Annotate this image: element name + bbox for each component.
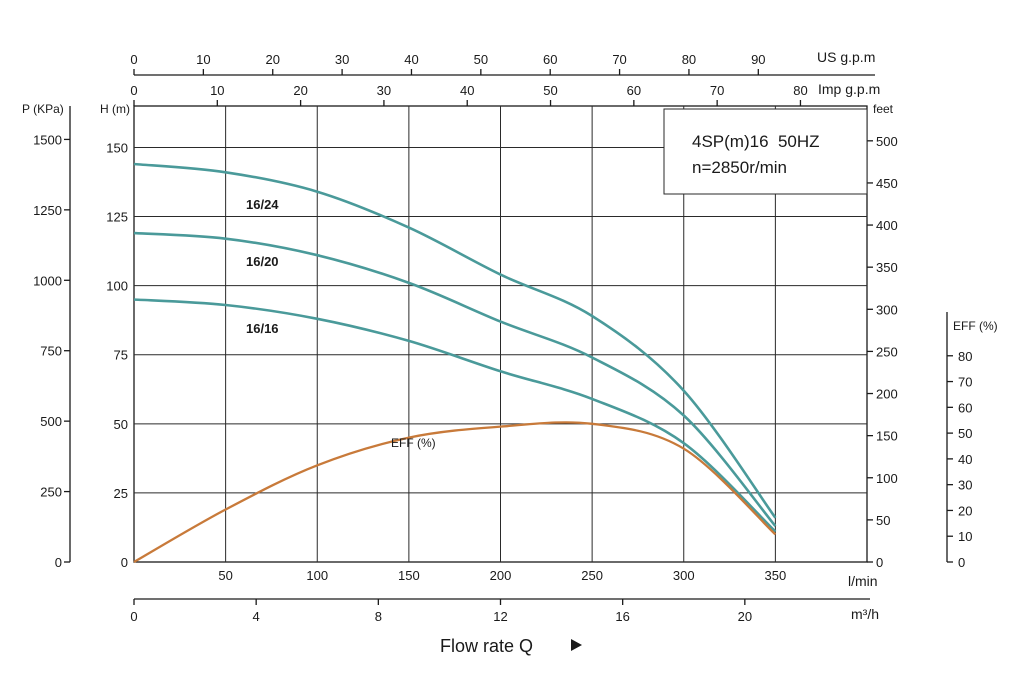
feet-tick-label: 200 <box>876 387 898 402</box>
m3h-tick-label: 8 <box>375 609 382 624</box>
series-label-bg <box>243 320 289 337</box>
head-tick-label: 125 <box>106 210 128 225</box>
eff-axis-label: EFF (%) <box>953 319 998 333</box>
head-tick-label: 150 <box>106 140 128 155</box>
chart-subtitle: n=2850r/min <box>692 158 787 177</box>
lmin-axis-label: l/min <box>848 573 878 589</box>
series-line-1616 <box>133 298 777 533</box>
imp-gpm-tick-label: 80 <box>793 83 807 98</box>
imp-gpm-tick-label: 30 <box>377 83 391 98</box>
eff-tick-label: 10 <box>958 529 972 544</box>
us-gpm-tick-label: 0 <box>130 52 137 67</box>
grid <box>133 105 868 563</box>
head-tick-label: 0 <box>121 555 128 570</box>
us-gpm-tick-label: 90 <box>751 52 765 67</box>
feet-axis-label: feet <box>873 102 894 116</box>
pressure-tick-label: 1500 <box>33 132 62 147</box>
eff-tick-label: 50 <box>958 426 972 441</box>
pressure-tick-label: 0 <box>55 555 62 570</box>
chart-title: 4SP(m)16 50HZ <box>692 132 820 151</box>
eff-tick-label: 60 <box>958 400 972 415</box>
lmin-tick-label: 150 <box>398 568 420 583</box>
m3h-tick-label: 4 <box>253 609 260 624</box>
m3h-axis-label: m³/h <box>851 606 879 622</box>
series-label-bg <box>243 253 289 270</box>
us-gpm-tick-label: 60 <box>543 52 557 67</box>
lmin-tick-label: 200 <box>490 568 512 583</box>
head-tick-label: 100 <box>106 279 128 294</box>
feet-tick-label: 500 <box>876 134 898 149</box>
series-line-1624 <box>133 162 777 519</box>
pressure-tick-label: 750 <box>40 344 62 359</box>
feet-tick-label: 0 <box>876 555 883 570</box>
head-tick-label: 50 <box>114 417 128 432</box>
pressure-tick-label: 250 <box>40 485 62 500</box>
lmin-tick-label: 50 <box>218 568 232 583</box>
us-gpm-tick-label: 40 <box>404 52 418 67</box>
series-label: EFF (%) <box>391 436 436 450</box>
feet-tick-label: 350 <box>876 260 898 275</box>
series-label: 16/20 <box>246 254 279 269</box>
head-tick-label: 25 <box>114 486 128 501</box>
curves: 16/24 16/20 16/16 EFF (%) <box>133 162 777 563</box>
imp-gpm-tick-label: 60 <box>627 83 641 98</box>
title-box <box>663 108 868 195</box>
feet-tick-label: 300 <box>876 302 898 317</box>
lmin-tick-label: 100 <box>306 568 328 583</box>
imp-gpm-tick-label: 40 <box>460 83 474 98</box>
series-label-bg <box>243 196 289 213</box>
pressure-tick-label: 1000 <box>33 273 62 288</box>
imp-gpm-tick-label: 10 <box>210 83 224 98</box>
series-label: 16/24 <box>246 197 279 212</box>
lmin-tick-label: 350 <box>765 568 787 583</box>
feet-tick-label: 50 <box>876 513 890 528</box>
eff-tick-label: 80 <box>958 349 972 364</box>
feet-tick-label: 400 <box>876 218 898 233</box>
pressure-tick-label: 1250 <box>33 203 62 218</box>
us-gpm-tick-label: 30 <box>335 52 349 67</box>
imp-gpm-axis-label: Imp g.p.m <box>818 81 880 97</box>
feet-tick-label: 150 <box>876 429 898 444</box>
m3h-tick-label: 20 <box>738 609 752 624</box>
us-gpm-tick-label: 80 <box>682 52 696 67</box>
pressure-tick-label: 500 <box>40 414 62 429</box>
head-tick-label: 75 <box>114 348 128 363</box>
series-label: 16/16 <box>246 321 279 336</box>
series-line-eff <box>133 421 777 563</box>
eff-tick-label: 40 <box>958 452 972 467</box>
eff-tick-label: 30 <box>958 478 972 493</box>
imp-gpm-tick-label: 20 <box>293 83 307 98</box>
eff-tick-label: 70 <box>958 375 972 390</box>
flow-rate-label: Flow rate Q <box>440 636 533 656</box>
eff-tick-label: 20 <box>958 503 972 518</box>
imp-gpm-tick-label: 70 <box>710 83 724 98</box>
series-line-1620 <box>133 231 777 527</box>
lmin-tick-label: 250 <box>581 568 603 583</box>
feet-tick-label: 250 <box>876 344 898 359</box>
axes: 50 100 150 200 250 300 35002550751001251500250… <box>33 52 972 624</box>
us-gpm-axis-label: US g.p.m <box>817 49 875 65</box>
pressure-axis-label: P (KPa) <box>22 102 64 116</box>
eff-tick-label: 0 <box>958 555 965 570</box>
m3h-tick-label: 16 <box>615 609 629 624</box>
lmin-tick-label: 300 <box>673 568 695 583</box>
us-gpm-tick-label: 50 <box>474 52 488 67</box>
us-gpm-tick-label: 70 <box>612 52 626 67</box>
m3h-tick-label: 0 <box>130 609 137 624</box>
imp-gpm-tick-label: 0 <box>130 83 137 98</box>
imp-gpm-tick-label: 50 <box>543 83 557 98</box>
m3h-tick-label: 12 <box>493 609 507 624</box>
us-gpm-tick-label: 20 <box>266 52 280 67</box>
feet-tick-label: 450 <box>876 176 898 191</box>
head-axis-label: H (m) <box>100 102 130 116</box>
play-arrow-icon <box>571 639 582 651</box>
feet-tick-label: 100 <box>876 471 898 486</box>
us-gpm-tick-label: 10 <box>196 52 210 67</box>
